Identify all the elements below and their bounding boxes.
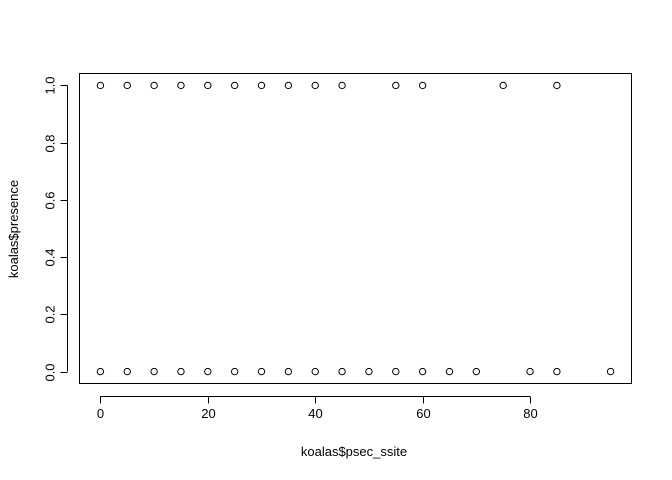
data-point (284, 367, 293, 376)
data-point (499, 81, 507, 90)
data-point (96, 367, 105, 376)
data-point (445, 367, 454, 376)
data-point (392, 367, 400, 376)
data-point (123, 367, 131, 376)
data-point (257, 81, 266, 90)
y-tick-label: 0.2 (43, 305, 58, 323)
y-axis: 0.0 0.2 0.4 0.6 0.8 1.0 (43, 76, 68, 382)
data-point (365, 367, 373, 376)
x-tick-label: 80 (523, 406, 537, 421)
data-point (311, 81, 319, 90)
data-point (526, 367, 534, 376)
data-point (338, 367, 346, 376)
data-points (96, 81, 615, 376)
data-point (553, 81, 561, 90)
x-tick-label: 60 (416, 406, 430, 421)
y-axis-title: koalas$presence (6, 180, 21, 278)
data-point (204, 367, 212, 376)
x-axis-title: koalas$psec_ssite (301, 444, 407, 459)
data-point (472, 367, 481, 376)
y-tick-label: 0.0 (43, 363, 58, 381)
data-point (123, 81, 131, 90)
data-point (204, 81, 212, 90)
data-point (177, 367, 185, 376)
x-tick-label: 20 (201, 406, 215, 421)
data-point (230, 81, 239, 90)
y-tick-label: 0.8 (43, 134, 58, 152)
data-point (230, 367, 239, 376)
data-point (311, 367, 319, 376)
y-tick-label: 1.0 (43, 76, 58, 94)
data-point (606, 367, 615, 376)
data-point (392, 81, 400, 90)
data-point (553, 367, 561, 376)
data-point (418, 81, 427, 90)
data-point (150, 367, 158, 376)
data-point (177, 81, 185, 90)
data-point (284, 81, 293, 90)
plot-frame (79, 73, 632, 384)
y-tick-label: 0.4 (43, 248, 58, 266)
data-point (418, 367, 427, 376)
x-tick-label: 40 (308, 406, 322, 421)
x-tick-label: 0 (97, 406, 104, 421)
data-point (338, 81, 346, 90)
data-point (257, 367, 266, 376)
x-axis: 0 20 40 60 80 (97, 396, 538, 421)
data-point (96, 81, 105, 90)
y-tick-label: 0.6 (43, 191, 58, 209)
data-point (150, 81, 158, 90)
